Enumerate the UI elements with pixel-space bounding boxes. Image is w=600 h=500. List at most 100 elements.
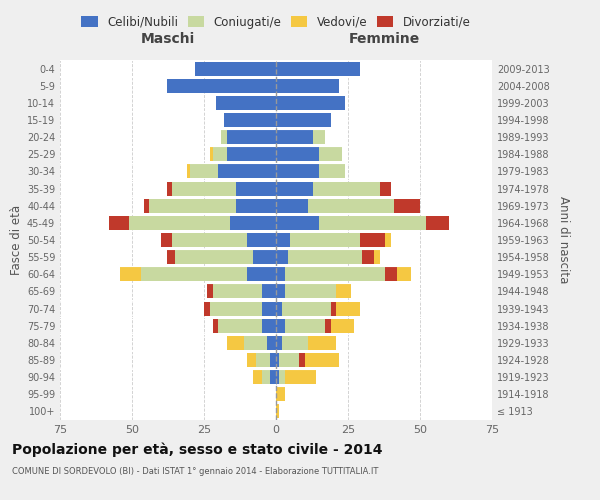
Bar bbox=[256, 353, 270, 367]
Bar bbox=[299, 353, 305, 367]
Bar bbox=[337, 302, 359, 316]
Bar bbox=[276, 370, 279, 384]
Bar bbox=[253, 370, 262, 384]
Bar bbox=[167, 78, 276, 92]
Bar bbox=[190, 164, 218, 178]
Bar bbox=[308, 336, 337, 350]
Bar bbox=[313, 130, 325, 144]
Bar bbox=[212, 318, 218, 332]
Text: Femmine: Femmine bbox=[349, 32, 419, 46]
Bar bbox=[319, 164, 345, 178]
Bar bbox=[210, 148, 212, 162]
Bar bbox=[276, 404, 279, 418]
Bar bbox=[276, 96, 345, 110]
Bar bbox=[276, 113, 331, 127]
Bar bbox=[210, 302, 262, 316]
Bar bbox=[290, 233, 359, 247]
Bar bbox=[359, 233, 385, 247]
Bar bbox=[276, 233, 290, 247]
Bar bbox=[279, 370, 284, 384]
Bar bbox=[282, 302, 331, 316]
Bar bbox=[276, 78, 340, 92]
Bar bbox=[276, 62, 359, 76]
Bar bbox=[276, 130, 313, 144]
Bar bbox=[227, 336, 244, 350]
Bar bbox=[276, 388, 284, 402]
Bar bbox=[305, 353, 340, 367]
Bar bbox=[262, 370, 270, 384]
Bar bbox=[282, 336, 308, 350]
Bar bbox=[215, 96, 276, 110]
Bar bbox=[276, 318, 284, 332]
Bar bbox=[308, 198, 394, 212]
Bar bbox=[331, 302, 337, 316]
Bar bbox=[212, 284, 262, 298]
Bar bbox=[167, 182, 172, 196]
Text: Popolazione per età, sesso e stato civile - 2014: Popolazione per età, sesso e stato civil… bbox=[12, 442, 383, 457]
Bar bbox=[276, 284, 284, 298]
Bar bbox=[397, 268, 412, 281]
Bar bbox=[140, 268, 247, 281]
Bar bbox=[268, 336, 276, 350]
Bar bbox=[244, 336, 268, 350]
Bar bbox=[284, 318, 325, 332]
Bar bbox=[262, 318, 276, 332]
Bar bbox=[313, 182, 380, 196]
Bar bbox=[284, 268, 385, 281]
Bar bbox=[276, 148, 319, 162]
Bar bbox=[207, 284, 212, 298]
Bar bbox=[218, 318, 262, 332]
Bar bbox=[279, 353, 299, 367]
Bar bbox=[276, 353, 279, 367]
Bar bbox=[385, 268, 397, 281]
Bar bbox=[270, 370, 276, 384]
Bar bbox=[276, 336, 282, 350]
Bar bbox=[221, 130, 227, 144]
Bar bbox=[247, 353, 256, 367]
Bar bbox=[218, 164, 276, 178]
Bar bbox=[426, 216, 449, 230]
Bar bbox=[362, 250, 374, 264]
Bar bbox=[284, 284, 337, 298]
Bar bbox=[109, 216, 129, 230]
Bar bbox=[129, 216, 230, 230]
Bar bbox=[187, 164, 190, 178]
Bar bbox=[172, 182, 236, 196]
Bar bbox=[247, 268, 276, 281]
Bar bbox=[224, 113, 276, 127]
Bar bbox=[236, 198, 276, 212]
Legend: Celibi/Nubili, Coniugati/e, Vedovi/e, Divorziati/e: Celibi/Nubili, Coniugati/e, Vedovi/e, Di… bbox=[79, 14, 473, 31]
Text: COMUNE DI SORDEVOLO (BI) - Dati ISTAT 1° gennaio 2014 - Elaborazione TUTTITALIA.: COMUNE DI SORDEVOLO (BI) - Dati ISTAT 1°… bbox=[12, 468, 379, 476]
Y-axis label: Anni di nascita: Anni di nascita bbox=[557, 196, 569, 284]
Bar bbox=[227, 148, 276, 162]
Bar bbox=[253, 250, 276, 264]
Bar bbox=[172, 233, 247, 247]
Bar bbox=[212, 148, 227, 162]
Bar bbox=[319, 148, 342, 162]
Bar bbox=[175, 250, 253, 264]
Bar bbox=[276, 198, 308, 212]
Bar bbox=[247, 233, 276, 247]
Bar bbox=[276, 268, 284, 281]
Bar bbox=[276, 164, 319, 178]
Bar bbox=[276, 216, 319, 230]
Bar bbox=[319, 216, 426, 230]
Bar bbox=[276, 302, 282, 316]
Bar bbox=[204, 302, 210, 316]
Bar bbox=[276, 250, 287, 264]
Bar bbox=[143, 198, 149, 212]
Bar bbox=[276, 182, 313, 196]
Bar bbox=[227, 130, 276, 144]
Bar bbox=[196, 62, 276, 76]
Bar bbox=[374, 250, 380, 264]
Y-axis label: Fasce di età: Fasce di età bbox=[10, 205, 23, 275]
Bar bbox=[167, 250, 175, 264]
Bar bbox=[230, 216, 276, 230]
Bar bbox=[149, 198, 236, 212]
Bar bbox=[270, 353, 276, 367]
Bar bbox=[394, 198, 420, 212]
Bar bbox=[236, 182, 276, 196]
Bar bbox=[385, 233, 391, 247]
Bar bbox=[284, 370, 316, 384]
Text: Maschi: Maschi bbox=[141, 32, 195, 46]
